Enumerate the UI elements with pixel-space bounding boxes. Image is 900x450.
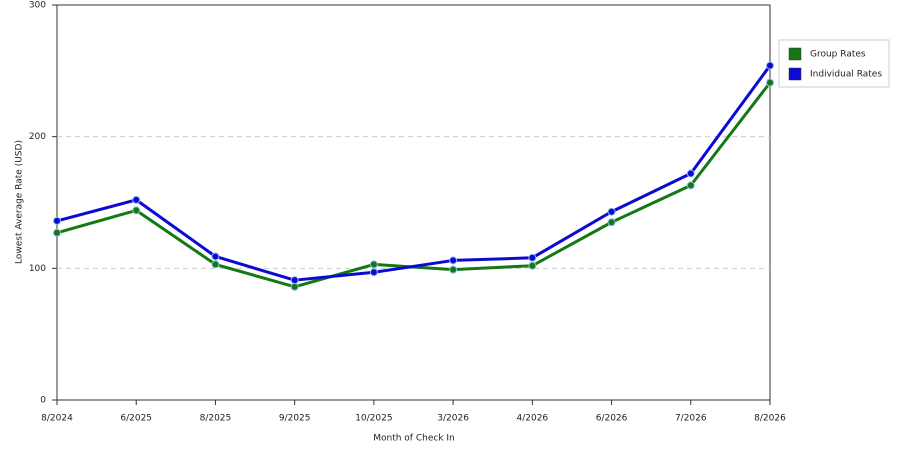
data-point	[686, 169, 695, 178]
x-axis-label: Month of Check In	[373, 434, 455, 444]
series-line	[56, 81, 772, 289]
x-tick-label: 7/2026	[675, 414, 707, 424]
data-point	[528, 261, 537, 270]
y-axis-label: Lowest Average Rate (USD)	[15, 140, 25, 264]
series-line	[56, 64, 772, 282]
data-point	[766, 78, 774, 87]
data-point	[53, 228, 61, 237]
x-tick-label: 6/2026	[596, 414, 628, 424]
plot-frame	[56, 4, 771, 401]
y-tick-label: 300	[29, 1, 46, 11]
legend-label: Group Rates	[810, 50, 866, 60]
data-point	[132, 195, 141, 204]
x-tick-label: 8/2026	[754, 414, 786, 424]
y-tick-label: 200	[29, 132, 46, 142]
x-tick-label: 8/2025	[200, 414, 232, 424]
data-point	[369, 260, 378, 269]
data-point	[607, 207, 616, 216]
data-point	[211, 252, 220, 261]
data-point	[369, 268, 378, 277]
x-tick-label: 8/2024	[41, 414, 73, 424]
legend-swatch	[788, 47, 802, 61]
data-point	[528, 253, 537, 262]
legend-label: Individual Rates	[810, 70, 882, 80]
data-point	[211, 260, 220, 269]
data-point	[290, 276, 299, 285]
data-point	[449, 256, 458, 265]
data-point	[449, 265, 458, 274]
data-point	[132, 206, 141, 215]
data-point	[686, 181, 695, 190]
x-tick-label: 4/2026	[516, 414, 548, 424]
x-tick-label: 3/2026	[437, 414, 469, 424]
data-point	[766, 61, 774, 70]
data-point	[53, 216, 61, 225]
x-tick-label: 10/2025	[355, 414, 392, 424]
x-tick-label: 6/2025	[120, 414, 152, 424]
data-point	[607, 218, 616, 227]
x-tick-label: 9/2025	[279, 414, 311, 424]
y-tick-label: 100	[29, 264, 46, 274]
legend-swatch	[788, 67, 802, 81]
y-tick-label: 0	[40, 396, 46, 406]
data-point	[290, 282, 299, 291]
